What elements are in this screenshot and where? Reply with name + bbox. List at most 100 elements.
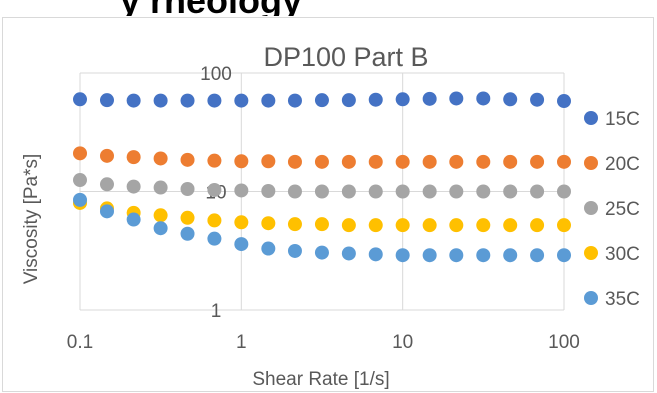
- data-point: [449, 154, 464, 169]
- data-point: [153, 180, 168, 195]
- data-point: [126, 212, 141, 227]
- x-tick-label: 10: [392, 332, 413, 353]
- tick-labels: 0.1110100110100: [67, 64, 580, 353]
- data-point: [234, 215, 249, 230]
- data-point: [503, 248, 518, 263]
- data-point: [395, 92, 410, 107]
- data-point: [557, 154, 571, 169]
- data-point: [530, 184, 545, 199]
- data-point: [449, 248, 464, 263]
- data-point: [341, 93, 356, 108]
- legend-label: 35C: [605, 289, 640, 310]
- data-point: [153, 93, 168, 108]
- y-axis-title: Viscosity [Pa*s]: [21, 154, 42, 285]
- data-point: [557, 184, 571, 199]
- x-tick-label: 1: [236, 332, 247, 353]
- data-point: [73, 173, 87, 188]
- data-point: [422, 218, 437, 233]
- data-point: [180, 210, 195, 225]
- series-20C: [73, 146, 571, 169]
- data-point: [73, 92, 87, 107]
- series-30C: [73, 195, 571, 233]
- data-point: [422, 154, 437, 169]
- data-point: [287, 154, 302, 169]
- data-point: [261, 183, 276, 198]
- data-point: [287, 93, 302, 108]
- data-point: [341, 154, 356, 169]
- data-point: [476, 184, 491, 199]
- legend-marker: [584, 201, 598, 215]
- legend-label: 20C: [605, 154, 640, 175]
- data-point: [99, 204, 114, 219]
- data-point: [557, 94, 571, 109]
- legend-marker: [584, 291, 598, 305]
- data-point: [449, 218, 464, 233]
- data-point: [503, 92, 518, 107]
- data-point: [314, 184, 329, 199]
- data-point: [261, 154, 276, 169]
- legend-label: 30C: [605, 244, 640, 265]
- data-point: [368, 218, 383, 233]
- data-point: [314, 154, 329, 169]
- data-point: [368, 247, 383, 262]
- data-point: [395, 184, 410, 199]
- data-point: [287, 184, 302, 199]
- data-point: [449, 184, 464, 199]
- legend-marker: [584, 246, 598, 260]
- data-point: [341, 246, 356, 261]
- data-point: [530, 154, 545, 169]
- data-point: [99, 148, 114, 163]
- series-35C: [73, 192, 571, 263]
- data-point: [530, 248, 545, 263]
- data-point: [314, 245, 329, 260]
- legend-label: 15C: [605, 109, 640, 130]
- page-heading-fragment: y rheology: [0, 0, 657, 16]
- data-point: [261, 216, 276, 231]
- chart-title: DP100 Part B: [263, 42, 428, 72]
- data-point: [180, 93, 195, 108]
- data-point: [476, 248, 491, 263]
- data-point: [207, 153, 222, 168]
- data-points: [73, 91, 571, 263]
- data-point: [530, 92, 545, 107]
- data-point: [207, 93, 222, 108]
- legend-label: 25C: [605, 199, 640, 220]
- data-point: [99, 93, 114, 108]
- data-point: [234, 183, 249, 198]
- x-tick-label: 0.1: [67, 332, 93, 353]
- data-point: [530, 218, 545, 233]
- legend-marker: [584, 111, 598, 125]
- data-point: [476, 91, 491, 106]
- data-point: [341, 218, 356, 233]
- data-point: [287, 217, 302, 232]
- data-point: [476, 154, 491, 169]
- data-point: [99, 177, 114, 192]
- data-point: [261, 241, 276, 256]
- data-point: [557, 248, 571, 263]
- data-point: [368, 154, 383, 169]
- page-heading-text: y rheology: [120, 0, 302, 16]
- data-point: [261, 93, 276, 108]
- data-point: [153, 151, 168, 166]
- data-point: [368, 184, 383, 199]
- data-point: [314, 93, 329, 108]
- series-25C: [73, 173, 571, 199]
- data-point: [395, 154, 410, 169]
- y-tick-label: 100: [200, 64, 232, 85]
- data-point: [73, 146, 87, 161]
- data-point: [234, 93, 249, 108]
- x-tick-label: 100: [548, 332, 580, 353]
- data-point: [126, 150, 141, 165]
- data-point: [422, 91, 437, 106]
- data-point: [368, 92, 383, 107]
- data-point: [341, 184, 356, 199]
- data-point: [314, 217, 329, 232]
- data-point: [395, 218, 410, 233]
- x-axis-title: Shear Rate [1/s]: [252, 369, 389, 390]
- legend-marker: [584, 156, 598, 170]
- series-15C: [73, 91, 571, 109]
- y-tick-label: 1: [211, 301, 222, 322]
- data-point: [153, 221, 168, 236]
- legend: 15C 20C 25C 30C 35C: [584, 109, 640, 310]
